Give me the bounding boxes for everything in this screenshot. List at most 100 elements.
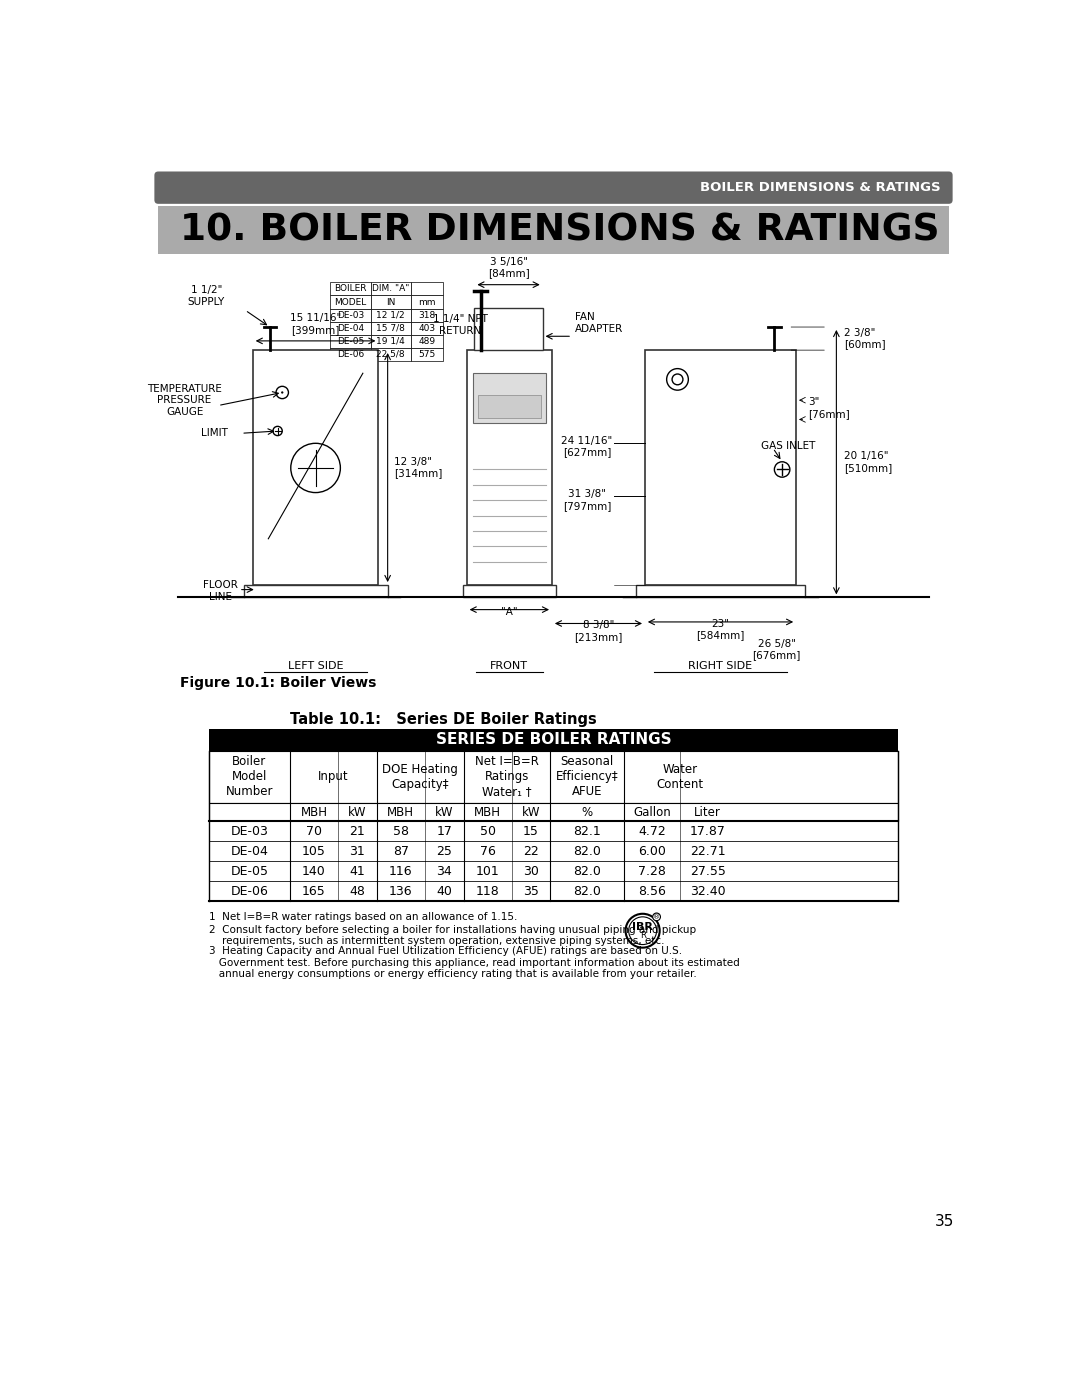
Text: RIGHT SIDE: RIGHT SIDE bbox=[688, 661, 753, 671]
Text: FRONT: FRONT bbox=[490, 661, 528, 671]
Text: TEMPERATURE
PRESSURE
GAUGE: TEMPERATURE PRESSURE GAUGE bbox=[147, 384, 222, 416]
Text: kW: kW bbox=[522, 806, 540, 819]
Bar bbox=[330, 295, 370, 309]
Text: Liter: Liter bbox=[694, 806, 721, 819]
Text: 30: 30 bbox=[523, 865, 539, 877]
Text: 58: 58 bbox=[393, 824, 409, 838]
Bar bbox=[330, 309, 370, 321]
Text: 4.72: 4.72 bbox=[638, 824, 665, 838]
Circle shape bbox=[774, 462, 789, 478]
Bar bbox=[410, 282, 444, 295]
Bar bbox=[159, 270, 948, 669]
Text: DE-03: DE-03 bbox=[337, 310, 364, 320]
Text: 40: 40 bbox=[436, 884, 453, 898]
Text: 31: 31 bbox=[350, 845, 365, 858]
Text: MBH: MBH bbox=[388, 806, 415, 819]
Text: 7.28: 7.28 bbox=[638, 865, 666, 877]
Text: 82.0: 82.0 bbox=[573, 845, 602, 858]
Bar bbox=[467, 351, 552, 585]
Text: SERIES DE BOILER RATINGS: SERIES DE BOILER RATINGS bbox=[435, 732, 672, 747]
Text: DE-06: DE-06 bbox=[337, 349, 364, 359]
Text: 20 1/16"
[510mm]: 20 1/16" [510mm] bbox=[845, 451, 892, 474]
Text: GAS INLET: GAS INLET bbox=[761, 441, 815, 451]
Text: DOE Heating
Capacity‡: DOE Heating Capacity‡ bbox=[382, 763, 458, 791]
Text: 1 1/4" NPT
RETURN: 1 1/4" NPT RETURN bbox=[433, 314, 488, 335]
Text: 15 7/8: 15 7/8 bbox=[376, 324, 405, 332]
Text: kW: kW bbox=[348, 806, 367, 819]
Text: 318: 318 bbox=[419, 310, 436, 320]
Text: 48: 48 bbox=[350, 884, 365, 898]
Text: MODEL: MODEL bbox=[335, 298, 366, 306]
Text: IBR: IBR bbox=[632, 922, 653, 932]
Text: 76: 76 bbox=[480, 845, 496, 858]
Bar bbox=[370, 348, 410, 360]
Bar bbox=[253, 351, 378, 585]
Bar bbox=[208, 841, 899, 862]
Text: 34: 34 bbox=[436, 865, 453, 877]
Text: kW: kW bbox=[435, 806, 454, 819]
Circle shape bbox=[276, 387, 288, 398]
Text: 8 3/8"
[213mm]: 8 3/8" [213mm] bbox=[575, 620, 623, 643]
Text: mm: mm bbox=[418, 298, 436, 306]
Bar bbox=[410, 295, 444, 309]
Text: IN: IN bbox=[386, 298, 395, 306]
Text: 2  Consult factory before selecting a boiler for installations having unusual pi: 2 Consult factory before selecting a boi… bbox=[208, 925, 696, 946]
Text: LIMIT: LIMIT bbox=[201, 429, 228, 439]
Text: Boiler
Model
Number: Boiler Model Number bbox=[226, 756, 273, 798]
Text: 3  Heating Capacity and Annual Fuel Utilization Efficiency (AFUE) ratings are ba: 3 Heating Capacity and Annual Fuel Utili… bbox=[208, 946, 740, 979]
Bar bbox=[473, 373, 545, 423]
Bar bbox=[208, 862, 899, 882]
Text: 575: 575 bbox=[419, 349, 436, 359]
Bar bbox=[370, 309, 410, 321]
Text: Table 10.1:   Series DE Boiler Ratings: Table 10.1: Series DE Boiler Ratings bbox=[291, 712, 597, 726]
Circle shape bbox=[273, 426, 282, 436]
Text: 22: 22 bbox=[523, 845, 539, 858]
Bar bbox=[159, 207, 948, 254]
Bar bbox=[370, 295, 410, 309]
Bar bbox=[370, 282, 410, 295]
Text: DE-04: DE-04 bbox=[230, 845, 268, 858]
Text: 31 3/8"
[797mm]: 31 3/8" [797mm] bbox=[563, 489, 611, 511]
Text: 17: 17 bbox=[436, 824, 453, 838]
Circle shape bbox=[281, 391, 283, 394]
Circle shape bbox=[629, 916, 657, 944]
Text: Net I=B=R
Ratings
Water₁ †: Net I=B=R Ratings Water₁ † bbox=[475, 756, 539, 798]
Text: 489: 489 bbox=[419, 337, 435, 346]
Text: 15: 15 bbox=[523, 824, 539, 838]
Circle shape bbox=[666, 369, 688, 390]
Bar bbox=[636, 585, 806, 598]
Text: 12 3/8"
[314mm]: 12 3/8" [314mm] bbox=[394, 457, 442, 478]
Bar bbox=[410, 309, 444, 321]
Text: 19 1/4: 19 1/4 bbox=[376, 337, 405, 346]
Text: 82.1: 82.1 bbox=[573, 824, 602, 838]
Text: 35: 35 bbox=[523, 884, 539, 898]
Bar bbox=[330, 348, 370, 360]
Bar bbox=[410, 321, 444, 335]
Text: 105: 105 bbox=[302, 845, 326, 858]
Text: 2 3/8"
[60mm]: 2 3/8" [60mm] bbox=[845, 328, 886, 349]
Text: 3 5/16"
[84mm]: 3 5/16" [84mm] bbox=[488, 257, 529, 278]
Text: 23"
[584mm]: 23" [584mm] bbox=[697, 619, 745, 640]
Text: 82.0: 82.0 bbox=[573, 884, 602, 898]
Text: 6.00: 6.00 bbox=[638, 845, 666, 858]
Bar bbox=[208, 803, 899, 821]
Text: 50: 50 bbox=[480, 824, 496, 838]
Text: 24 11/16"
[627mm]: 24 11/16" [627mm] bbox=[562, 436, 612, 457]
Text: BOILER DIMENSIONS & RATINGS: BOILER DIMENSIONS & RATINGS bbox=[700, 182, 941, 194]
Circle shape bbox=[625, 914, 660, 947]
Bar bbox=[410, 335, 444, 348]
Text: 12 1/2: 12 1/2 bbox=[377, 310, 405, 320]
Bar bbox=[208, 882, 899, 901]
Text: Gallon: Gallon bbox=[633, 806, 671, 819]
Bar bbox=[330, 335, 370, 348]
Bar bbox=[243, 585, 388, 598]
Bar bbox=[463, 585, 556, 598]
Text: 101: 101 bbox=[476, 865, 499, 877]
Text: 17.87: 17.87 bbox=[690, 824, 726, 838]
Text: MBH: MBH bbox=[300, 806, 327, 819]
Text: 1 1/2"
SUPPLY: 1 1/2" SUPPLY bbox=[188, 285, 225, 307]
FancyBboxPatch shape bbox=[154, 172, 953, 204]
Bar bbox=[645, 351, 796, 585]
Text: 22 5/8: 22 5/8 bbox=[377, 349, 405, 359]
Text: DE-06: DE-06 bbox=[230, 884, 268, 898]
